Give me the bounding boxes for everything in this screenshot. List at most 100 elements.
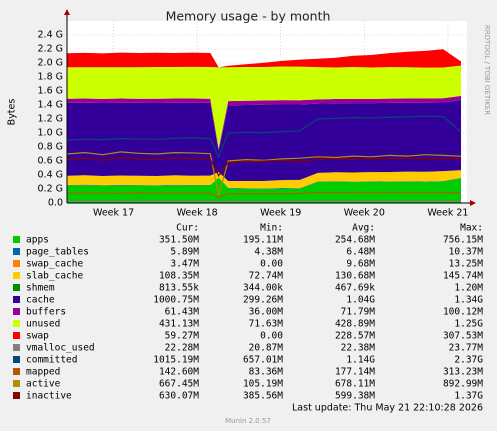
legend-stat: 0.00 bbox=[260, 331, 283, 342]
legend-stat: 1.04G bbox=[346, 295, 375, 306]
area bbox=[67, 170, 462, 189]
footer: Last update: Thu May 21 22:10:28 2026 bbox=[292, 403, 483, 414]
chart-title: Memory usage - by month bbox=[166, 9, 331, 24]
y-tick-label: 0.2 G bbox=[38, 184, 64, 195]
legend-label: shmem bbox=[26, 283, 55, 294]
x-tick-label: Week 21 bbox=[427, 208, 468, 219]
legend-stat: 22.38M bbox=[341, 343, 376, 354]
y-tick-label: 0.8 G bbox=[38, 142, 64, 153]
legend-header: Avg: bbox=[352, 223, 375, 234]
legend-stat: 71.63M bbox=[249, 319, 284, 330]
legend-swatch bbox=[13, 332, 20, 339]
legend-swatch bbox=[13, 356, 20, 363]
legend-stat: 892.99M bbox=[443, 379, 483, 390]
legend-label: slab_cache bbox=[26, 271, 83, 282]
legend-label: unused bbox=[26, 319, 60, 330]
legend-stat: 23.77M bbox=[449, 343, 484, 354]
legend-stat: 599.38M bbox=[335, 391, 375, 402]
legend-header: Min: bbox=[260, 223, 283, 234]
legend-stat: 6.48M bbox=[346, 247, 375, 258]
line bbox=[66, 151, 462, 196]
legend-stat: 431.13M bbox=[159, 319, 199, 330]
x-tick-label: Week 19 bbox=[260, 208, 301, 219]
legend-stat: 13.25M bbox=[449, 259, 484, 270]
legend-stat: 1.20M bbox=[454, 283, 483, 294]
legend-stat: 428.89M bbox=[335, 319, 375, 330]
legend-stat: 105.19M bbox=[243, 379, 283, 390]
legend-stat: 813.55k bbox=[159, 283, 199, 294]
y-tick-label: 1.2 G bbox=[38, 114, 64, 125]
legend-stat: 1.37G bbox=[454, 391, 483, 402]
legend-swatch bbox=[13, 392, 20, 399]
legend-stat: 313.23M bbox=[443, 367, 483, 378]
legend-stat: 254.68M bbox=[335, 235, 375, 246]
legend-swatch bbox=[13, 296, 20, 303]
legend-stat: 351.50M bbox=[159, 235, 199, 246]
y-axis-label: Bytes bbox=[7, 99, 18, 126]
legend-stat: 72.74M bbox=[249, 271, 284, 282]
area bbox=[67, 95, 462, 152]
legend-stat: 108.35M bbox=[159, 271, 199, 282]
legend-stat: 59.27M bbox=[165, 331, 200, 342]
legend-stat: 299.26M bbox=[243, 295, 283, 306]
legend-label: swap_cache bbox=[26, 259, 83, 270]
legend-stat: 36.00M bbox=[249, 307, 284, 318]
legend-stat: 3.47M bbox=[170, 259, 199, 270]
legend-stat: 756.15M bbox=[443, 235, 483, 246]
legend-swatch bbox=[13, 344, 20, 351]
legend-label: apps bbox=[26, 235, 49, 246]
legend-stat: 1015.19M bbox=[153, 355, 199, 366]
legend-swatch bbox=[13, 308, 20, 315]
legend-stat: 1.25G bbox=[454, 319, 483, 330]
line bbox=[66, 156, 462, 177]
legend-header: Max: bbox=[460, 223, 483, 234]
y-tick-label: 1.6 G bbox=[38, 86, 64, 97]
legend-stat: 71.79M bbox=[341, 307, 376, 318]
legend-label: vmalloc_used bbox=[26, 343, 95, 354]
y-tick-label: 2.4 G bbox=[38, 30, 64, 41]
x-tick-label: Week 18 bbox=[177, 208, 218, 219]
legend-stat: 177.14M bbox=[335, 367, 375, 378]
y-tick-label: 1.4 G bbox=[38, 100, 64, 111]
legend-swatch bbox=[13, 380, 20, 387]
y-tick-label: 0.4 G bbox=[38, 170, 64, 181]
x-tick-label: Week 20 bbox=[344, 208, 385, 219]
legend-stat: 9.68M bbox=[346, 259, 375, 270]
y-tick-label: 2.0 G bbox=[38, 58, 64, 69]
legend-label: inactive bbox=[26, 391, 72, 402]
y-tick-label: 1.8 G bbox=[38, 72, 64, 83]
legend-stat: 130.68M bbox=[335, 271, 375, 282]
version: Munin 2.0.57 bbox=[225, 417, 271, 425]
legend-stat: 344.00k bbox=[243, 283, 283, 294]
legend-swatch bbox=[13, 260, 20, 267]
legend-stat: 4.38M bbox=[254, 247, 283, 258]
legend-stat: 195.11M bbox=[243, 235, 283, 246]
legend-label: swap bbox=[26, 331, 49, 342]
legend-label: page_tables bbox=[26, 247, 89, 258]
legend-stat: 657.01M bbox=[243, 355, 283, 366]
legend-stat: 0.00 bbox=[260, 259, 283, 270]
legend-stat: 5.89M bbox=[170, 247, 199, 258]
legend-stat: 145.74M bbox=[443, 271, 483, 282]
legend-swatch bbox=[13, 368, 20, 375]
legend-label: cache bbox=[26, 295, 55, 306]
legend-label: mapped bbox=[26, 367, 60, 378]
legend-stat: 630.07M bbox=[159, 391, 199, 402]
legend-stat: 467.69k bbox=[335, 283, 375, 294]
legend-stat: 307.53M bbox=[443, 331, 483, 342]
y-tick-label: 0.6 G bbox=[38, 156, 64, 167]
area bbox=[67, 100, 462, 181]
axis-arrow bbox=[64, 9, 70, 15]
legend-stat: 667.45M bbox=[159, 379, 199, 390]
side-text: RRDTOOL / TOBI OETIKER bbox=[483, 25, 491, 115]
legend-stat: 1.14G bbox=[346, 355, 375, 366]
line bbox=[66, 115, 462, 159]
legend-stat: 100.12M bbox=[443, 307, 483, 318]
y-tick-label: 1.0 G bbox=[38, 128, 64, 139]
area bbox=[67, 49, 462, 68]
area bbox=[67, 65, 462, 149]
legend-header: Cur: bbox=[176, 223, 199, 234]
legend-stat: 385.56M bbox=[243, 391, 283, 402]
legend-stat: 1000.75M bbox=[153, 295, 199, 306]
